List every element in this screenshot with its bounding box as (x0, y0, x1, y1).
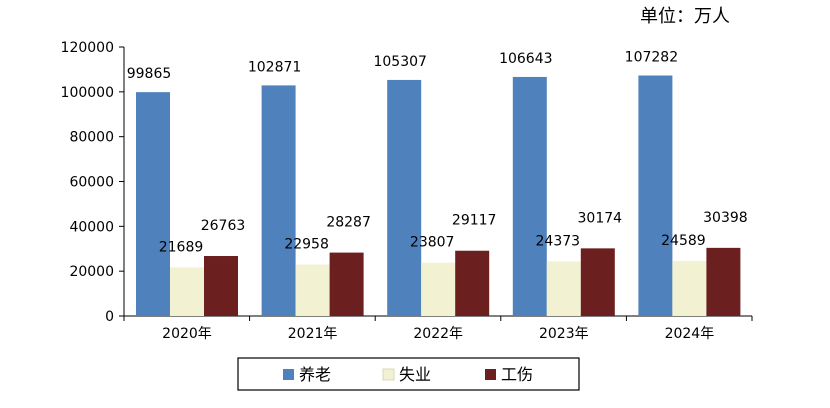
bar (706, 247, 741, 316)
data-label: 105307 (373, 54, 426, 70)
x-tick-label: 2023年 (539, 326, 589, 342)
data-label: 23807 (410, 235, 455, 251)
bar (580, 248, 615, 316)
value-labels: 99865 21689 26763 102871 22958 28287 105307 238… (127, 50, 748, 256)
unit-label: 单位：万人 (640, 6, 730, 27)
data-label: 21689 (159, 239, 204, 255)
x-tick-label: 2020年 (162, 326, 212, 342)
data-label: 107282 (625, 50, 678, 66)
y-tick-label: 80000 (69, 130, 114, 146)
data-label: 28287 (326, 215, 371, 231)
y-tick-label: 120000 (61, 40, 114, 56)
x-axis: 2020年 2021年 2022年 2023年 2024年 (123, 315, 753, 342)
data-label: 30398 (703, 210, 748, 226)
data-label: 26763 (201, 218, 246, 234)
y-tick-label: 40000 (69, 219, 114, 235)
bar (204, 256, 238, 316)
data-label: 30174 (578, 210, 623, 226)
bar (136, 92, 170, 316)
y-tick-label: 20000 (69, 264, 114, 280)
legend-label: 失业 (399, 365, 431, 384)
bar (421, 262, 456, 316)
legend-swatch (283, 369, 294, 380)
data-label: 24589 (661, 233, 706, 249)
x-tick-label: 2024年 (665, 326, 715, 342)
data-label: 106643 (499, 51, 552, 67)
x-tick-label: 2022年 (413, 326, 463, 342)
data-label: 22958 (284, 237, 329, 253)
bar (455, 250, 490, 316)
bar (295, 264, 330, 316)
bar (512, 76, 547, 316)
data-label: 99865 (127, 66, 172, 82)
bar (546, 261, 581, 316)
bar (638, 75, 673, 316)
legend-swatch (485, 369, 496, 380)
legend-label: 养老 (299, 365, 331, 384)
bar (329, 252, 364, 316)
y-tick-label: 60000 (69, 175, 114, 191)
bar (261, 85, 296, 316)
legend-box (237, 357, 580, 391)
bar (387, 79, 422, 317)
y-axis: 0 20000 40000 60000 80000 100000 120000 (61, 40, 125, 325)
legend-label: 工伤 (501, 365, 533, 384)
legend-swatch (382, 368, 395, 381)
y-tick-label: 0 (105, 309, 114, 325)
x-tick-label: 2021年 (288, 326, 338, 342)
data-label: 102871 (248, 59, 301, 75)
data-label: 29117 (452, 213, 497, 229)
legend: 养老 失业 工伤 (237, 357, 580, 391)
y-tick-label: 100000 (61, 85, 114, 101)
bar (170, 267, 204, 316)
bars (136, 75, 741, 317)
bar (672, 260, 707, 316)
data-label: 24373 (536, 233, 581, 249)
